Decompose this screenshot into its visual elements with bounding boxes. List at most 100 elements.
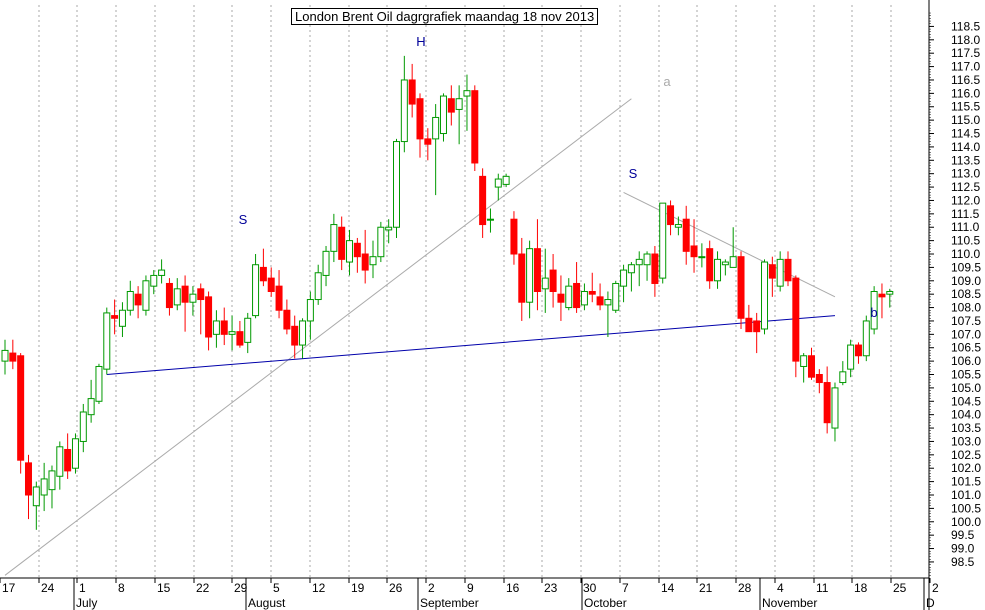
- candle-body: [580, 291, 588, 306]
- x-tick-label: 19: [351, 581, 365, 595]
- candle-body: [432, 116, 440, 140]
- candle-body: [494, 178, 502, 188]
- candle-body: [173, 288, 181, 306]
- x-tick-label: 18: [854, 581, 868, 595]
- candle-body: [792, 277, 800, 362]
- candle-body: [220, 320, 228, 335]
- y-tick-label: 106.0: [951, 354, 981, 368]
- x-tick-label: 2: [932, 581, 939, 595]
- candle-body: [32, 486, 40, 507]
- candle-body: [111, 315, 119, 319]
- y-tick-label: 108.0: [951, 301, 981, 315]
- y-tick-label: 116.5: [951, 73, 980, 87]
- y-tick-label: 114.5: [951, 127, 980, 141]
- y-tick-label: 105.5: [951, 368, 981, 382]
- candle-body: [518, 253, 526, 303]
- candle-body: [56, 446, 64, 477]
- candle-body: [314, 272, 322, 301]
- candle-body: [252, 264, 260, 317]
- y-tick-label: 109.0: [951, 274, 981, 288]
- candle-body: [330, 224, 338, 252]
- candle-body: [463, 90, 471, 97]
- candle-body: [142, 280, 150, 311]
- candle-body: [573, 282, 581, 309]
- annotation-label: a: [663, 74, 671, 89]
- candle-body: [158, 269, 166, 276]
- x-tick-label: 17: [2, 581, 16, 595]
- candle-body: [549, 269, 557, 292]
- trendline-a: [4, 98, 632, 576]
- candle-body: [596, 296, 604, 306]
- candle-body: [165, 282, 173, 309]
- candle-body: [768, 264, 776, 279]
- y-tick-label: 115.5: [951, 100, 980, 114]
- y-tick-label: 113.5: [951, 153, 980, 167]
- candle-body: [181, 285, 189, 303]
- candle-body: [439, 95, 447, 135]
- candle-body: [369, 256, 377, 266]
- candle-body: [627, 264, 635, 274]
- candle-body: [839, 371, 847, 384]
- candle-body: [71, 438, 79, 469]
- candles: [1, 55, 894, 530]
- x-tick-label: 2: [428, 581, 435, 595]
- candle-body: [714, 258, 722, 282]
- candle-body: [118, 309, 126, 327]
- candle-body: [299, 320, 307, 346]
- y-tick-label: 100.0: [951, 515, 981, 529]
- candle-body: [79, 411, 87, 442]
- candle-body: [565, 285, 573, 309]
- candle-body: [847, 344, 855, 370]
- candle-body: [557, 293, 565, 303]
- candle-body: [385, 226, 393, 231]
- candle-body: [24, 462, 32, 496]
- y-tick-label: 117.5: [951, 46, 980, 60]
- candle-body: [95, 365, 103, 402]
- candle-body: [48, 470, 56, 491]
- candle-body: [651, 253, 659, 284]
- x-month-label: D: [926, 596, 935, 610]
- y-tick-label: 101.5: [951, 475, 981, 489]
- candle-body: [635, 258, 643, 266]
- y-tick-label: 112.0: [951, 193, 980, 207]
- y-axis: 98.599.099.5100.0100.5101.0101.5102.0102…: [928, 0, 981, 610]
- y-tick-label: 98.5: [951, 555, 975, 569]
- candle-body: [486, 218, 494, 221]
- candle-body: [620, 269, 628, 287]
- y-tick-label: 99.5: [951, 528, 975, 542]
- y-tick-label: 114.0: [951, 140, 980, 154]
- y-tick-label: 118.0: [951, 33, 980, 47]
- y-tick-label: 118.5: [951, 19, 980, 33]
- candle-body: [502, 175, 510, 185]
- y-tick-label: 111.5: [951, 207, 980, 221]
- candle-body: [721, 261, 729, 266]
- candle-body: [823, 382, 831, 424]
- candle-body: [40, 478, 48, 496]
- candle-body: [729, 256, 737, 268]
- candle-body: [815, 374, 823, 384]
- chart-title: London Brent Oil dagrgrafiek maandag 18 …: [291, 8, 599, 25]
- candle-body: [862, 320, 870, 357]
- x-tick-label: 23: [544, 581, 558, 595]
- y-tick-label: 108.5: [951, 287, 981, 301]
- candle-body: [447, 98, 455, 113]
- candle-body: [236, 331, 244, 346]
- annotation-label: b: [870, 305, 877, 320]
- trend-lines: [4, 98, 836, 576]
- x-tick-label: 29: [234, 581, 248, 595]
- candle-body: [424, 138, 432, 145]
- candle-body: [283, 309, 291, 330]
- candle-body: [400, 79, 408, 143]
- x-month-label: October: [584, 596, 627, 610]
- candle-body: [205, 296, 213, 338]
- candle-body: [346, 240, 354, 263]
- candle-body: [259, 266, 267, 282]
- x-tick-label: 5: [273, 581, 280, 595]
- trendline-shoulder-line: [623, 191, 836, 298]
- candle-body: [306, 299, 314, 322]
- y-tick-label: 102.0: [951, 461, 981, 475]
- candle-body: [189, 293, 197, 303]
- x-tick-label: 21: [699, 581, 713, 595]
- candle-body: [291, 325, 299, 346]
